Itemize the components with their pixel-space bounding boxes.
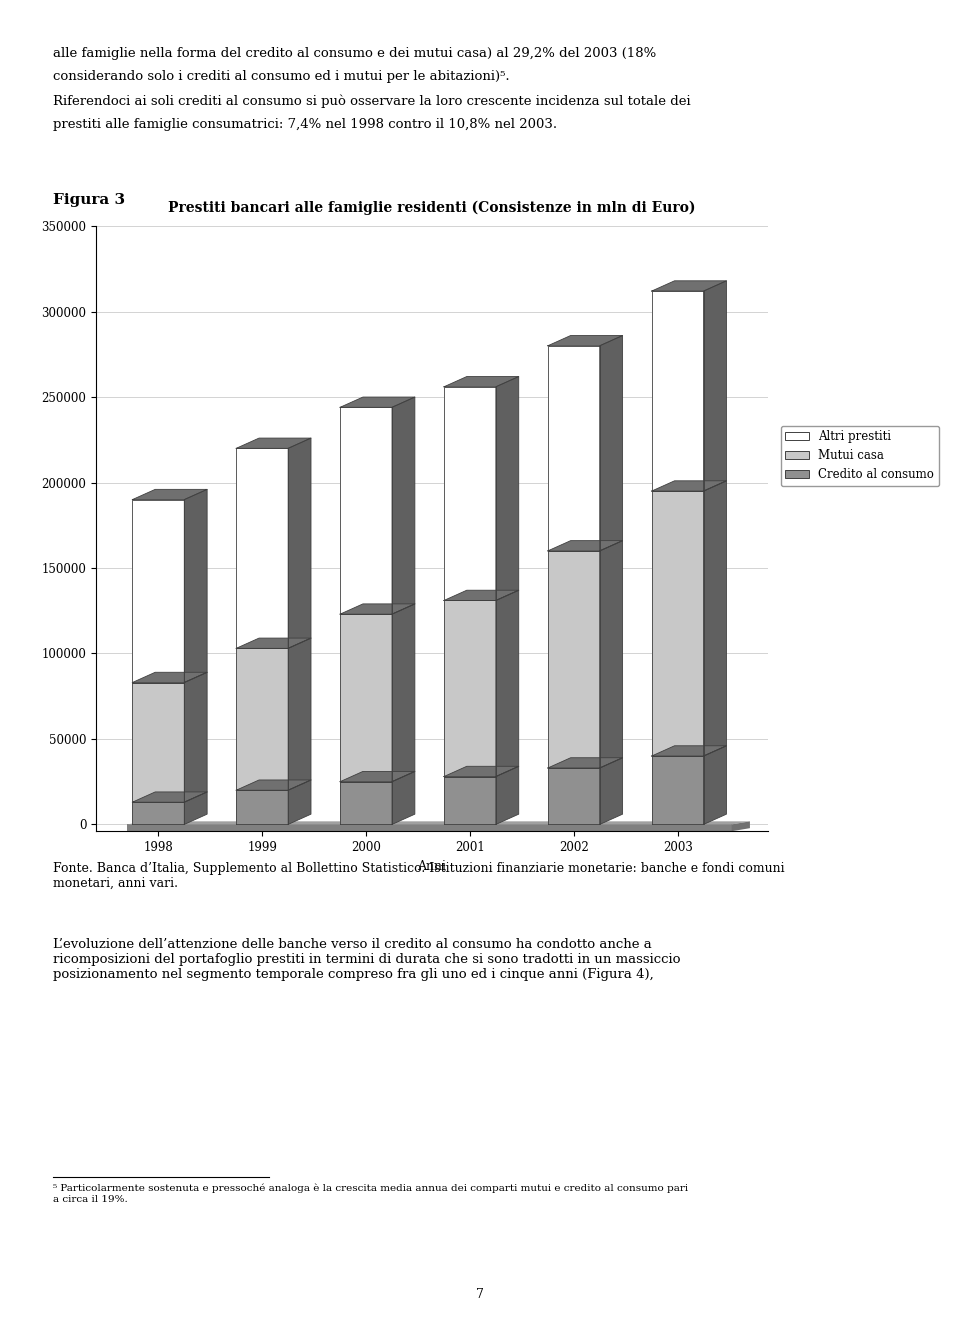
Polygon shape — [704, 746, 727, 825]
Polygon shape — [236, 638, 311, 648]
Polygon shape — [184, 791, 207, 825]
Text: prestiti alle famiglie consumatrici: 7,4% nel 1998 contro il 10,8% nel 2003.: prestiti alle famiglie consumatrici: 7,4… — [53, 118, 557, 132]
Polygon shape — [548, 551, 600, 767]
Polygon shape — [652, 481, 727, 491]
Text: 7: 7 — [476, 1287, 484, 1301]
Polygon shape — [600, 335, 623, 551]
Polygon shape — [444, 600, 496, 777]
Polygon shape — [340, 604, 415, 614]
Text: alle famiglie nella forma del credito al consumo e dei mutui casa) al 29,2% del : alle famiglie nella forma del credito al… — [53, 47, 656, 60]
Polygon shape — [496, 766, 518, 825]
Legend: Altri prestiti, Mutui casa, Credito al consumo: Altri prestiti, Mutui casa, Credito al c… — [780, 426, 939, 485]
Polygon shape — [704, 281, 727, 491]
Polygon shape — [236, 448, 288, 648]
Polygon shape — [288, 779, 311, 825]
Polygon shape — [184, 489, 207, 682]
X-axis label: Anni: Anni — [418, 859, 446, 872]
Polygon shape — [132, 672, 207, 682]
Polygon shape — [548, 758, 623, 767]
Polygon shape — [652, 755, 704, 825]
Polygon shape — [444, 387, 496, 600]
Polygon shape — [548, 346, 600, 551]
Text: considerando solo i crediti al consumo ed i mutui per le abitazioni)⁵.: considerando solo i crediti al consumo e… — [53, 70, 510, 84]
Polygon shape — [132, 500, 184, 682]
Polygon shape — [127, 822, 750, 825]
Polygon shape — [600, 540, 623, 767]
Polygon shape — [236, 790, 288, 825]
Text: L’evoluzione dell’attenzione delle banche verso il credito al consumo ha condott: L’evoluzione dell’attenzione delle banch… — [53, 938, 681, 980]
Polygon shape — [548, 540, 623, 551]
Text: ⁵ Particolarmente sostenuta e pressoché analoga è la crescita media annua dei co: ⁵ Particolarmente sostenuta e pressoché … — [53, 1184, 688, 1204]
Polygon shape — [236, 438, 311, 448]
Polygon shape — [392, 771, 415, 825]
Text: Figura 3: Figura 3 — [53, 193, 125, 207]
Polygon shape — [184, 672, 207, 802]
Polygon shape — [288, 438, 311, 648]
Polygon shape — [132, 791, 207, 802]
Polygon shape — [496, 376, 518, 600]
Polygon shape — [132, 489, 207, 500]
Polygon shape — [444, 376, 518, 387]
Polygon shape — [444, 777, 496, 825]
Polygon shape — [444, 766, 518, 777]
Polygon shape — [652, 281, 727, 291]
Polygon shape — [340, 407, 392, 614]
Polygon shape — [704, 481, 727, 755]
Polygon shape — [444, 591, 518, 600]
Polygon shape — [340, 614, 392, 782]
Polygon shape — [127, 825, 732, 831]
Polygon shape — [652, 746, 727, 755]
Polygon shape — [288, 638, 311, 790]
Polygon shape — [236, 779, 311, 790]
Text: Fonte. Banca d’Italia, Supplemento al Bollettino Statistico. Istituzioni finanzi: Fonte. Banca d’Italia, Supplemento al Bo… — [53, 862, 784, 890]
Polygon shape — [652, 291, 704, 491]
Polygon shape — [548, 767, 600, 825]
Polygon shape — [496, 591, 518, 777]
Title: Prestiti bancari alle famiglie residenti (Consistenze in mln di Euro): Prestiti bancari alle famiglie residenti… — [168, 201, 696, 215]
Polygon shape — [340, 398, 415, 407]
Text: Riferendoci ai soli crediti al consumo si può osservare la loro crescente incide: Riferendoci ai soli crediti al consumo s… — [53, 94, 690, 108]
Polygon shape — [132, 802, 184, 825]
Polygon shape — [732, 822, 750, 831]
Polygon shape — [340, 782, 392, 825]
Polygon shape — [392, 604, 415, 782]
Polygon shape — [392, 398, 415, 614]
Polygon shape — [340, 771, 415, 782]
Polygon shape — [600, 758, 623, 825]
Polygon shape — [132, 682, 184, 802]
Polygon shape — [236, 648, 288, 790]
Polygon shape — [548, 335, 623, 346]
Polygon shape — [652, 491, 704, 755]
